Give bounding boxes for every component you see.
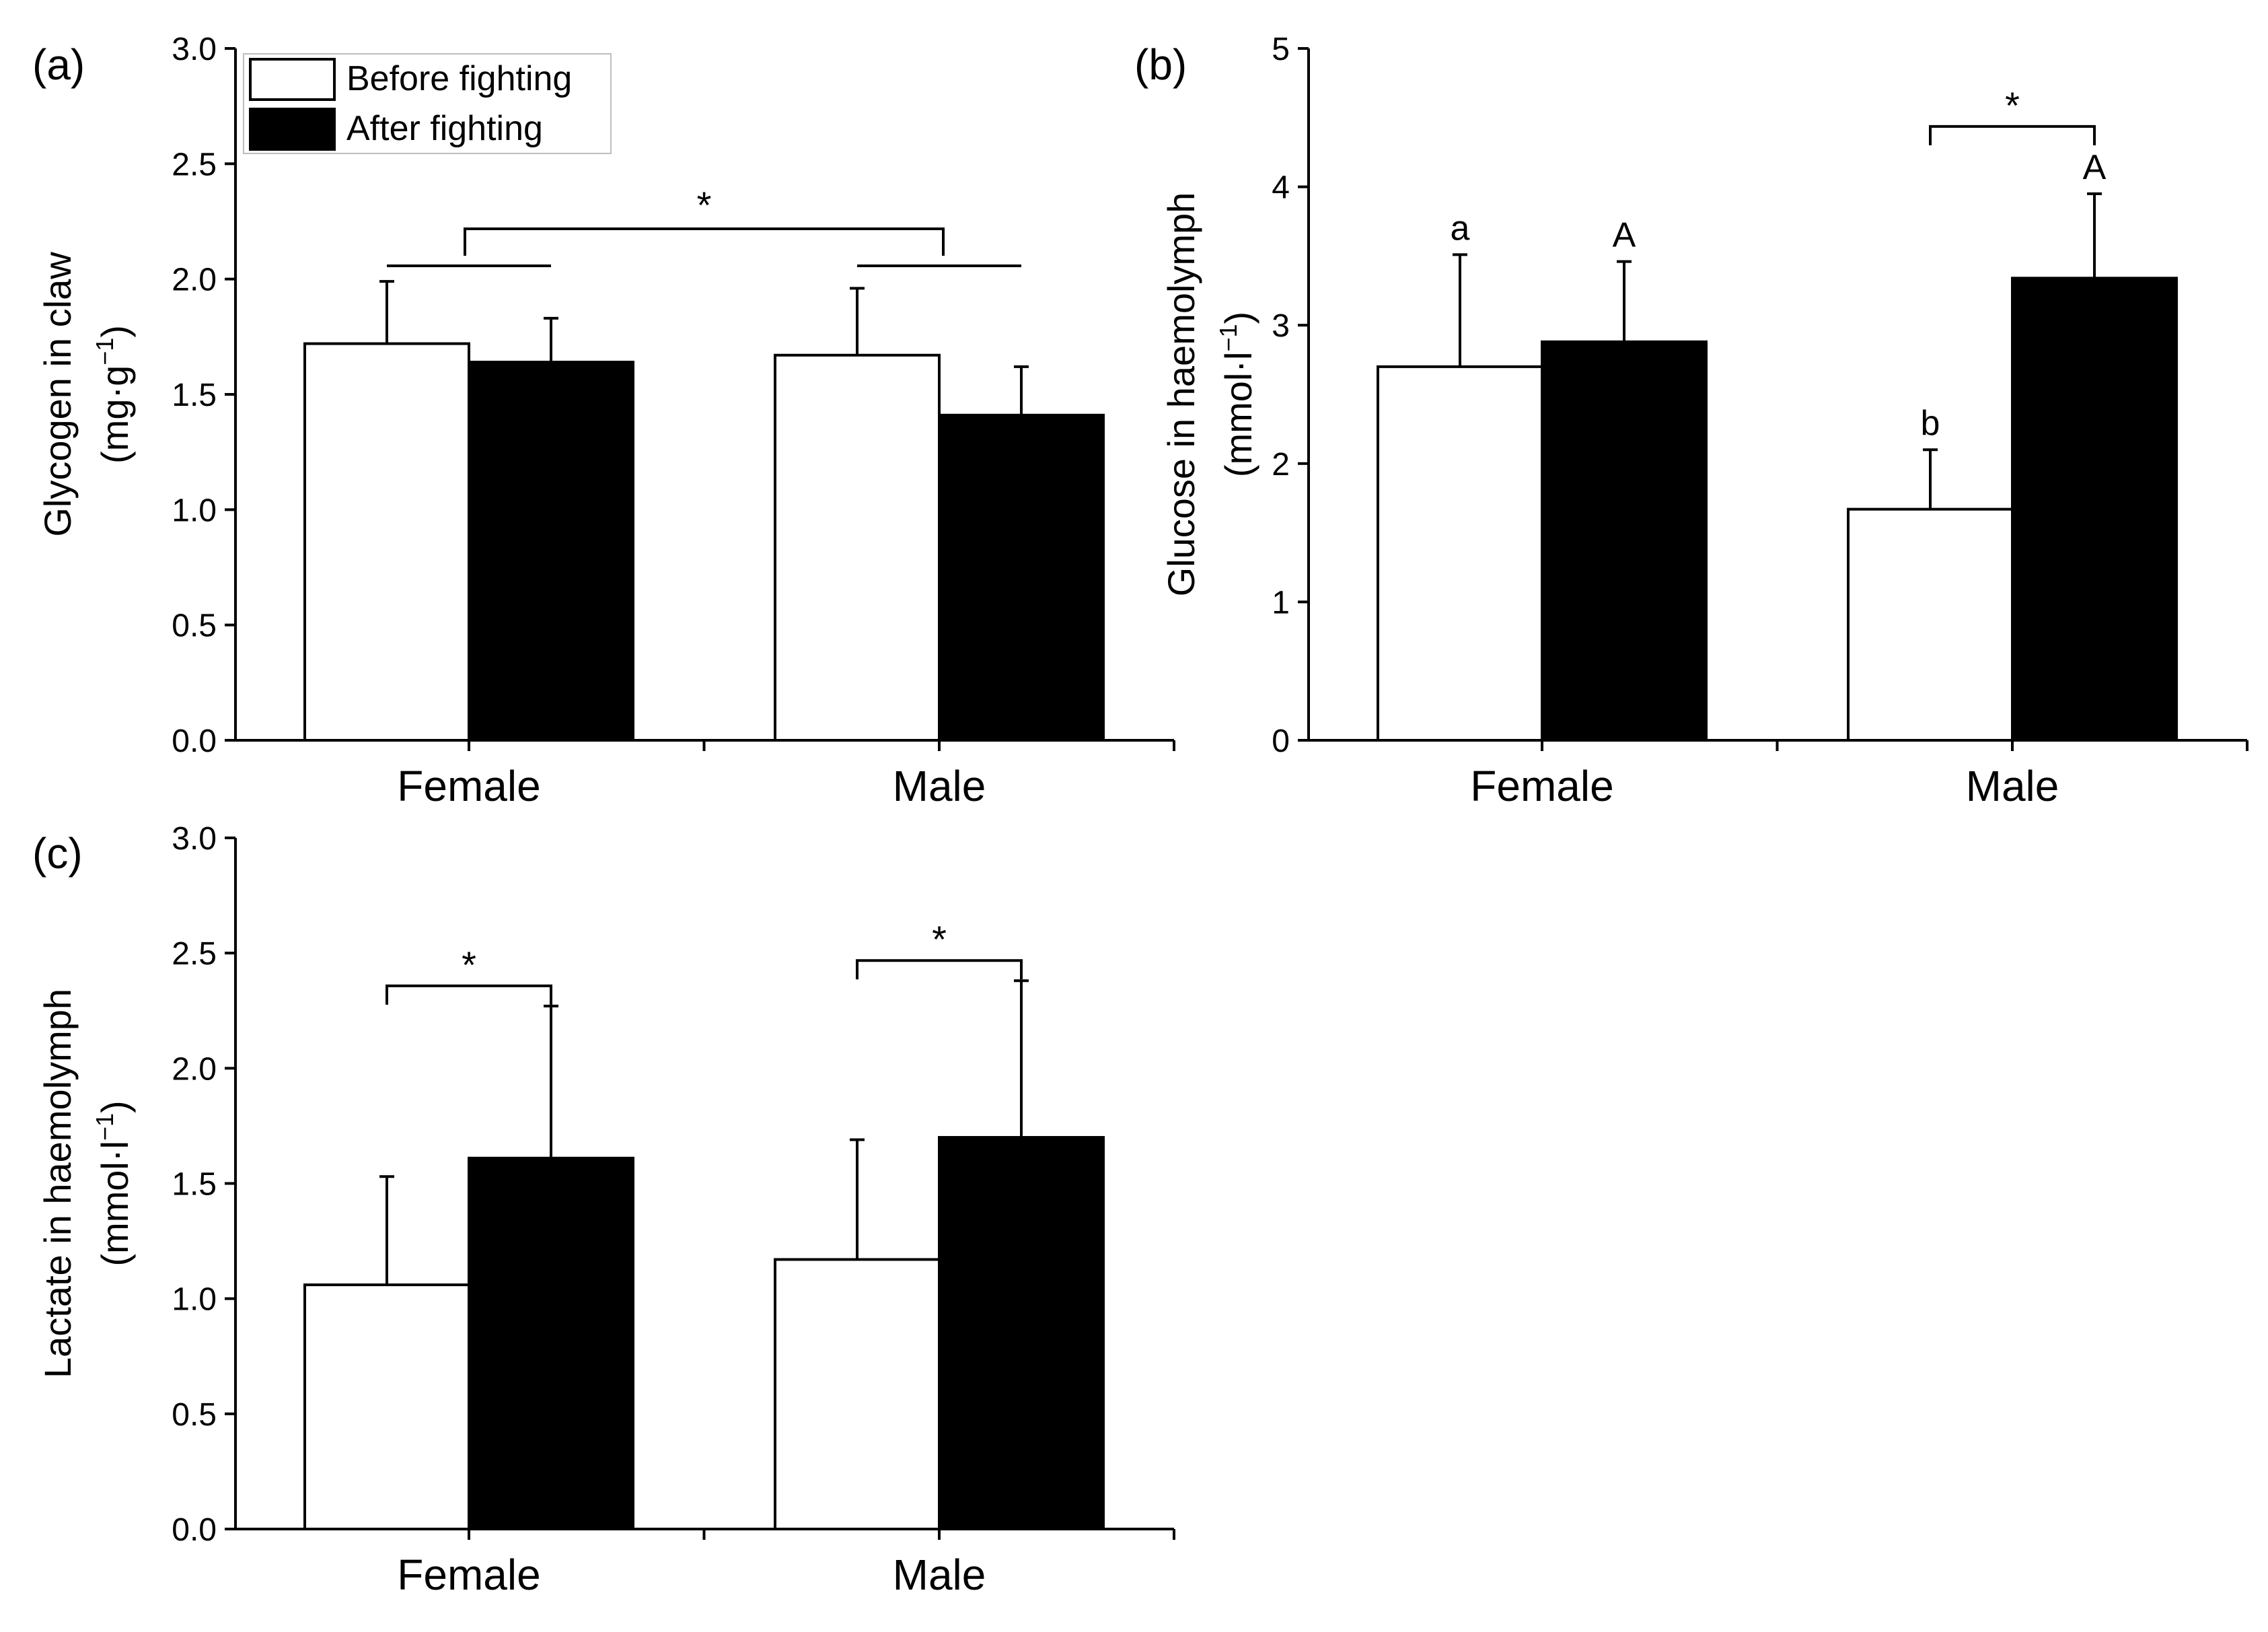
x-category-label: Female: [397, 762, 540, 810]
bar-before-fighting: [303, 342, 470, 742]
y-tick-label: 0.0: [172, 723, 217, 759]
y-tick-label: 4: [1272, 170, 1290, 206]
y-tick-label: 3.0: [172, 821, 217, 857]
y-tick-label: 1.0: [172, 1282, 217, 1318]
significance-letter: A: [1613, 216, 1636, 255]
significance-marker: *: [2005, 84, 2020, 127]
y-tick-label: 0.5: [172, 1397, 217, 1433]
significance-letter: b: [1921, 404, 1940, 443]
chart-panel: (c) 0.0 0.5 1.0 1.5 2.0 2.5 3.0 Female Male Lactat…: [32, 821, 1175, 1599]
y-tick-label: 0.0: [172, 1512, 217, 1548]
x-category-label: Male: [1966, 762, 2059, 810]
chart-panel: (b) 0 1 2 3 4 5 Female Male Glucose in haemolymph…: [1134, 32, 2248, 810]
significance-marker: *: [697, 184, 712, 226]
significance-marker: *: [932, 918, 947, 960]
legend-label: Before fighting: [346, 59, 572, 98]
y-axis-unit: (mmol·l−1): [91, 1100, 136, 1266]
y-tick-label: 2.0: [172, 1051, 217, 1087]
y-tick-label: 2.0: [172, 262, 217, 298]
bar-before-fighting: [303, 1283, 470, 1531]
bar-after-fighting: [468, 361, 634, 742]
y-tick-label: 2.5: [172, 147, 217, 182]
y-tick-label: 0.5: [172, 608, 217, 644]
y-tick-label: 1.5: [172, 378, 217, 413]
significance-bracket: [464, 227, 945, 256]
y-tick-label: 2.5: [172, 936, 217, 972]
x-category-label: Female: [1470, 762, 1613, 810]
y-tick-label: 3: [1272, 308, 1290, 344]
y-tick-label: 1.5: [172, 1167, 217, 1203]
y-axis-unit: (mg·g−1): [91, 325, 136, 464]
bar-before-fighting: [1847, 507, 2014, 742]
panel-label: (b): [1134, 40, 1187, 89]
significance-bracket: [1929, 125, 2096, 145]
significance-letter: a: [1451, 209, 1470, 248]
bar-after-fighting: [1541, 340, 1708, 742]
y-tick-label: 2: [1272, 447, 1290, 483]
y-axis-title: Lactate in haemolymph: [36, 989, 79, 1378]
bar-after-fighting: [938, 413, 1105, 742]
y-axis-title: Glucose in haemolymph: [1160, 192, 1202, 597]
legend-swatch-before: [249, 58, 336, 101]
x-category-label: Male: [893, 762, 986, 810]
x-category-label: Male: [893, 1551, 986, 1599]
chart-panel: (a) 0.0 0.5 1.0 1.5 2.0 2.5 3.0 Female Male Glycog…: [32, 32, 1175, 810]
y-tick-label: 3.0: [172, 32, 217, 67]
legend: Before fighting After fighting: [243, 53, 612, 154]
y-axis-unit: (mmol·l−1): [1214, 312, 1259, 477]
significance-marker: *: [462, 944, 476, 986]
y-tick-label: 5: [1272, 32, 1290, 67]
significance-bracket: [386, 984, 552, 1005]
bar-before-fighting: [774, 353, 941, 742]
bar-before-fighting: [1377, 365, 1543, 742]
y-axis-title: Glycogen in claw: [36, 252, 79, 537]
significance-letter: A: [2083, 148, 2107, 187]
panel-label: (c): [32, 829, 83, 878]
legend-label: After fighting: [346, 109, 543, 148]
bar-after-fighting: [938, 1136, 1105, 1530]
legend-swatch-after: [249, 108, 336, 151]
y-tick-label: 1: [1272, 585, 1290, 620]
panel-label: (a): [32, 40, 85, 89]
y-tick-label: 0: [1272, 723, 1290, 759]
significance-bracket: [856, 959, 1023, 980]
y-tick-label: 1.0: [172, 493, 217, 528]
bar-after-fighting: [468, 1156, 634, 1531]
x-category-label: Female: [397, 1551, 540, 1599]
bar-before-fighting: [774, 1258, 941, 1530]
bar-after-fighting: [2011, 277, 2178, 742]
